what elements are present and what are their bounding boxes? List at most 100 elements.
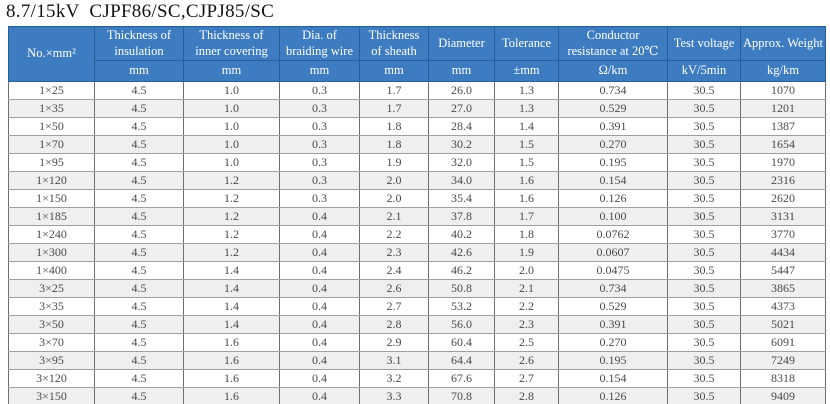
data-cell: 0.270 bbox=[558, 135, 668, 155]
data-cell: 2.0 bbox=[359, 171, 429, 191]
data-cell: 1.7 bbox=[359, 81, 429, 101]
table-row: 1×300 4.5 1.2 0.4 2.3 42.6 1.9 0.0607 30.5 4434 bbox=[8, 243, 826, 263]
row-size-cell: 1×300 bbox=[8, 243, 95, 263]
data-cell: 1.3 bbox=[494, 81, 559, 101]
row-size-cell: 3×50 bbox=[8, 315, 95, 335]
data-cell: 1.7 bbox=[359, 99, 429, 119]
data-cell: 2.8 bbox=[359, 315, 429, 335]
column-header-9: Approx. Weight bbox=[740, 25, 826, 62]
data-cell: 4.5 bbox=[94, 189, 184, 209]
column-header-6: Tolerance bbox=[494, 25, 559, 62]
data-cell: 2.7 bbox=[494, 369, 559, 389]
row-size-cell: 3×70 bbox=[8, 333, 95, 353]
row-size-cell: 1×150 bbox=[8, 189, 95, 209]
data-cell: 1.6 bbox=[494, 189, 559, 209]
data-cell: 30.5 bbox=[667, 189, 741, 209]
data-cell: 1.4 bbox=[494, 117, 559, 137]
data-cell: 2316 bbox=[740, 171, 826, 191]
table-row: 3×150 4.5 1.6 0.4 3.3 70.8 2.8 0.126 30.5 9409 bbox=[8, 387, 826, 404]
table-row: 1×25 4.5 1.0 0.3 1.7 26.0 1.3 0.734 30.5 1070 bbox=[8, 81, 826, 101]
column-unit-2: mm bbox=[183, 60, 280, 83]
data-cell: 30.5 bbox=[667, 243, 741, 263]
data-cell: 60.4 bbox=[428, 333, 495, 353]
table-row: 1×185 4.5 1.2 0.4 2.1 37.8 1.7 0.100 30.5 3131 bbox=[8, 207, 826, 227]
data-cell: 1.8 bbox=[359, 135, 429, 155]
data-cell: 35.4 bbox=[428, 189, 495, 209]
data-cell: 4.5 bbox=[94, 99, 184, 119]
row-size-cell: 1×50 bbox=[8, 117, 95, 137]
column-header-5: Diameter bbox=[428, 25, 495, 62]
data-cell: 27.0 bbox=[428, 99, 495, 119]
table-row: 3×95 4.5 1.6 0.4 3.1 64.4 2.6 0.195 30.5 7249 bbox=[8, 351, 826, 371]
table-row: 3×120 4.5 1.6 0.4 3.2 67.6 2.7 0.154 30.5 8318 bbox=[8, 369, 826, 389]
data-cell: 50.8 bbox=[428, 279, 495, 299]
table-row: 1×120 4.5 1.2 0.3 2.0 34.0 1.6 0.154 30.5 2316 bbox=[8, 171, 826, 191]
data-cell: 30.5 bbox=[667, 333, 741, 353]
data-cell: 4373 bbox=[740, 297, 826, 317]
data-cell: 2.5 bbox=[494, 333, 559, 353]
data-cell: 4.5 bbox=[94, 243, 184, 263]
data-cell: 2.6 bbox=[494, 351, 559, 371]
row-size-cell: 1×120 bbox=[8, 171, 95, 191]
data-cell: 0.734 bbox=[558, 81, 668, 101]
data-cell: 8318 bbox=[740, 369, 826, 389]
table-row: 3×25 4.5 1.4 0.4 2.6 50.8 2.1 0.734 30.5 3865 bbox=[8, 279, 826, 299]
row-size-cell: 1×240 bbox=[8, 225, 95, 245]
data-cell: 30.5 bbox=[667, 351, 741, 371]
column-header-0: No.×mm² bbox=[8, 25, 95, 83]
data-cell: 3.1 bbox=[359, 351, 429, 371]
page-title: 8.7/15kV CJPF86/SC,CJPJ85/SC bbox=[6, 1, 275, 22]
table-header: No.×mm² Thickness of insulation Thickness … bbox=[8, 25, 826, 83]
data-cell: 30.5 bbox=[667, 99, 741, 119]
data-cell: 1.0 bbox=[183, 81, 280, 101]
data-cell: 2.8 bbox=[494, 387, 559, 404]
data-cell: 0.0607 bbox=[558, 243, 668, 263]
data-cell: 30.5 bbox=[667, 261, 741, 281]
data-cell: 3.2 bbox=[359, 369, 429, 389]
data-cell: 1970 bbox=[740, 153, 826, 173]
table-row: 1×240 4.5 1.2 0.4 2.2 40.2 1.8 0.0762 30.5 3770 bbox=[8, 225, 826, 245]
data-cell: 46.2 bbox=[428, 261, 495, 281]
data-cell: 42.6 bbox=[428, 243, 495, 263]
row-size-cell: 3×95 bbox=[8, 351, 95, 371]
data-cell: 1.3 bbox=[494, 99, 559, 119]
data-cell: 2.9 bbox=[359, 333, 429, 353]
data-cell: 0.195 bbox=[558, 153, 668, 173]
data-cell: 1.6 bbox=[494, 171, 559, 191]
data-cell: 1.6 bbox=[183, 351, 280, 371]
data-cell: 56.0 bbox=[428, 315, 495, 335]
data-cell: 0.734 bbox=[558, 279, 668, 299]
data-cell: 0.391 bbox=[558, 117, 668, 137]
data-cell: 0.529 bbox=[558, 297, 668, 317]
table-row: 1×150 4.5 1.2 0.3 2.0 35.4 1.6 0.126 30.5 2620 bbox=[8, 189, 826, 209]
table-row: 3×50 4.5 1.4 0.4 2.8 56.0 2.3 0.391 30.5 5021 bbox=[8, 315, 826, 335]
data-cell: 3131 bbox=[740, 207, 826, 227]
header-row-units: mm mm mm mm mm ±mm Ω/km kV/5min kg/km bbox=[9, 60, 826, 83]
data-cell: 4434 bbox=[740, 243, 826, 263]
column-header-2: Thickness of inner covering bbox=[183, 25, 280, 62]
data-cell: 4.5 bbox=[94, 387, 184, 404]
column-unit-1: mm bbox=[94, 60, 184, 83]
data-cell: 1201 bbox=[740, 99, 826, 119]
data-cell: 0.4 bbox=[279, 225, 360, 245]
data-cell: 2.1 bbox=[359, 207, 429, 227]
data-cell: 0.126 bbox=[558, 387, 668, 404]
data-cell: 4.5 bbox=[94, 225, 184, 245]
data-cell: 1.9 bbox=[494, 243, 559, 263]
data-cell: 1.0 bbox=[183, 153, 280, 173]
data-cell: 2.7 bbox=[359, 297, 429, 317]
row-size-cell: 1×35 bbox=[8, 99, 95, 119]
data-cell: 4.5 bbox=[94, 261, 184, 281]
data-cell: 0.4 bbox=[279, 351, 360, 371]
data-cell: 1.5 bbox=[494, 135, 559, 155]
data-cell: 26.0 bbox=[428, 81, 495, 101]
row-size-cell: 1×95 bbox=[8, 153, 95, 173]
data-cell: 30.5 bbox=[667, 81, 741, 101]
data-cell: 32.0 bbox=[428, 153, 495, 173]
data-cell: 4.5 bbox=[94, 81, 184, 101]
data-cell: 37.8 bbox=[428, 207, 495, 227]
column-header-4: Thickness of sheath bbox=[359, 25, 429, 62]
data-cell: 0.3 bbox=[279, 135, 360, 155]
data-cell: 4.5 bbox=[94, 351, 184, 371]
data-cell: 1.2 bbox=[183, 243, 280, 263]
